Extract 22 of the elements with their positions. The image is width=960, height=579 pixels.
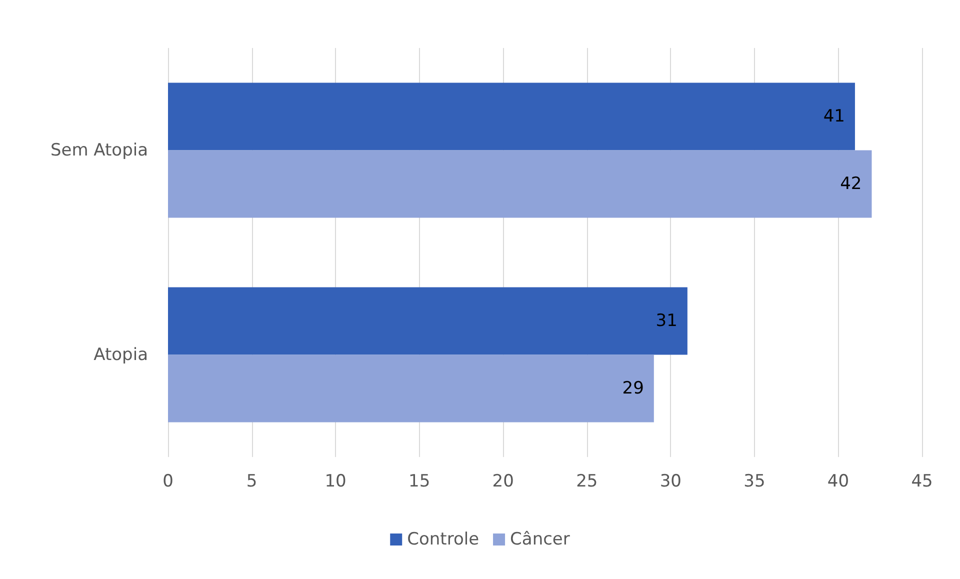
x-tick-label: 20 xyxy=(492,472,514,492)
data-label: 29 xyxy=(622,378,644,398)
x-tick-label: 15 xyxy=(408,472,430,492)
x-tick-label: 30 xyxy=(660,472,682,492)
x-tick-label: 40 xyxy=(827,472,850,492)
x-tick-label: 0 xyxy=(162,472,174,492)
x-tick-label: 25 xyxy=(576,472,598,492)
legend-label: Câncer xyxy=(510,530,570,550)
legend-label: Controle xyxy=(407,530,480,550)
x-tick-label: 35 xyxy=(744,472,766,492)
data-label: 42 xyxy=(840,174,862,194)
x-tick-label: 45 xyxy=(911,472,933,492)
bar xyxy=(168,82,855,150)
bar xyxy=(168,150,872,218)
data-label: 31 xyxy=(656,311,678,332)
bar xyxy=(168,287,688,355)
data-label: 41 xyxy=(823,106,845,127)
x-tick-label: 10 xyxy=(324,472,346,492)
x-tick-label: 5 xyxy=(246,472,258,492)
y-tick-label: Atopia xyxy=(94,344,148,365)
y-tick-label: Sem Atopia xyxy=(50,140,148,160)
bar xyxy=(168,354,654,422)
